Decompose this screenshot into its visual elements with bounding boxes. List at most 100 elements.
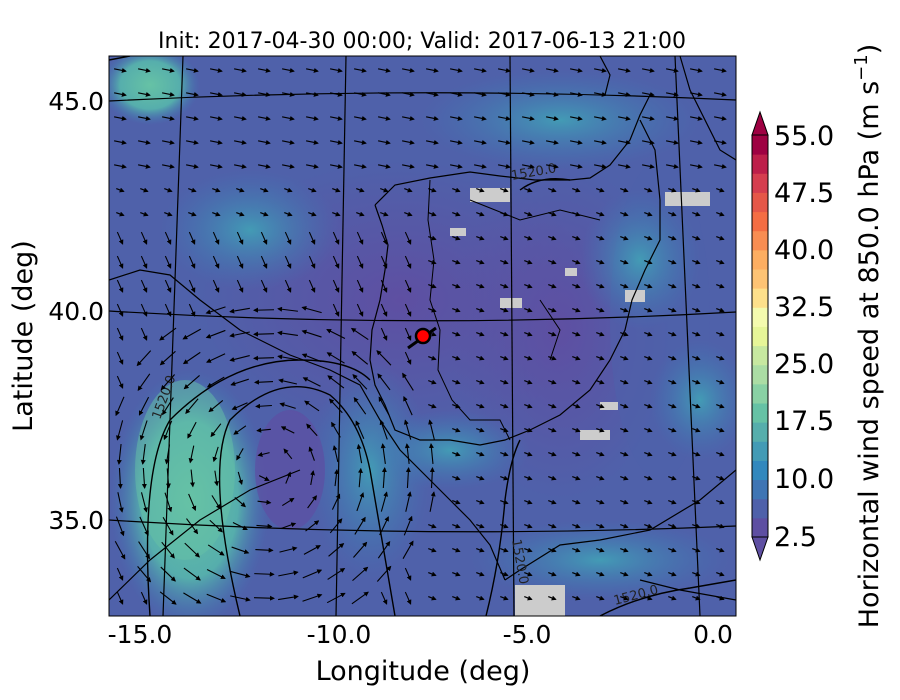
wind-vector xyxy=(644,523,653,529)
wind-vector xyxy=(572,451,581,457)
wind-vector xyxy=(596,379,605,385)
wind-vector xyxy=(140,187,149,193)
wind-vector xyxy=(305,520,320,532)
wind-vector xyxy=(206,569,226,579)
colorbar-tick-label: 47.5 xyxy=(774,178,834,209)
wind-vector xyxy=(668,283,677,289)
y-tick-label: 45.0 xyxy=(48,87,104,116)
wind-vector xyxy=(116,279,124,293)
wind-vector xyxy=(308,446,315,461)
wind-vector xyxy=(354,115,367,121)
wind-vector xyxy=(548,595,557,601)
x-tick-label: -15.0 xyxy=(108,620,173,649)
wind-vector xyxy=(668,571,677,577)
wind-vector xyxy=(138,91,151,97)
wind-vector xyxy=(500,547,509,553)
wind-vector xyxy=(620,355,629,361)
wind-vector xyxy=(402,540,414,559)
wind-vector xyxy=(692,499,701,505)
wind-vector xyxy=(596,211,605,217)
wind-vector xyxy=(380,327,388,341)
wind-vector xyxy=(428,419,435,440)
wind-vector xyxy=(114,115,127,121)
wind-vector xyxy=(330,67,343,73)
wind-vector xyxy=(304,400,320,412)
wind-vector xyxy=(332,231,340,245)
wind-vector xyxy=(500,523,509,529)
wind-vector xyxy=(546,163,559,169)
wind-vector xyxy=(548,283,557,289)
wind-vector xyxy=(140,492,148,513)
wind-vector xyxy=(114,540,126,560)
wind-vector xyxy=(308,187,317,193)
wind-vector xyxy=(278,378,297,385)
wind-vector xyxy=(500,307,509,313)
wind-vector xyxy=(668,355,677,361)
wind-vector xyxy=(212,211,221,217)
wind-vector xyxy=(379,419,388,440)
wind-vector xyxy=(692,595,701,601)
wind-vector xyxy=(209,519,223,533)
wind-vector xyxy=(716,403,725,409)
wind-vector xyxy=(237,471,244,486)
wind-vector xyxy=(404,255,412,269)
wind-vector xyxy=(572,523,581,529)
wind-vector xyxy=(355,420,365,439)
wind-vector xyxy=(284,231,292,245)
wind-vector xyxy=(162,397,174,416)
wind-vector xyxy=(572,547,581,553)
wind-vector xyxy=(404,211,413,217)
wind-vector xyxy=(572,403,581,409)
wind-vector xyxy=(596,259,605,265)
wind-vector xyxy=(138,541,150,560)
wind-vector xyxy=(186,518,199,535)
wind-vector xyxy=(186,139,199,145)
wind-vector xyxy=(428,235,437,241)
wind-vector xyxy=(572,595,581,601)
wind-vector xyxy=(620,211,629,217)
wind-vector xyxy=(500,235,509,241)
wind-vector xyxy=(404,567,412,581)
wind-vector xyxy=(256,523,273,529)
wind-vector xyxy=(329,518,343,534)
wind-vector xyxy=(116,420,124,441)
wind-vector xyxy=(716,379,725,385)
wind-vector xyxy=(351,351,369,365)
wind-vector xyxy=(162,139,175,145)
wind-vector xyxy=(572,307,581,313)
wind-vector xyxy=(692,571,701,577)
wind-vector xyxy=(283,448,293,460)
wind-vector xyxy=(570,67,583,73)
wind-vector xyxy=(570,91,583,97)
wind-vector xyxy=(301,305,322,314)
wind-vector xyxy=(205,329,226,339)
wind-vector xyxy=(234,139,247,145)
wind-vector xyxy=(426,91,439,97)
wind-vector xyxy=(404,187,413,193)
wind-vector xyxy=(330,115,343,121)
wind-vector xyxy=(162,91,175,97)
wind-vector xyxy=(572,283,581,289)
wind-vector xyxy=(452,211,461,217)
colorbar-band xyxy=(752,288,768,308)
wind-vector xyxy=(326,352,345,364)
wind-vector xyxy=(716,499,725,505)
wind-vector xyxy=(668,475,677,481)
wind-vector xyxy=(254,379,274,385)
wind-vector xyxy=(356,443,363,464)
wind-vector xyxy=(236,448,244,461)
wind-vector xyxy=(378,396,390,416)
wind-vector xyxy=(596,475,605,481)
wind-vector xyxy=(116,231,124,245)
wind-vector xyxy=(236,187,245,193)
wind-vector xyxy=(524,523,533,529)
wind-vector xyxy=(548,259,557,265)
wind-vector xyxy=(282,67,295,73)
x-axis-label: Longitude (deg) xyxy=(316,656,531,687)
wind-vector xyxy=(258,139,271,145)
wind-vector xyxy=(452,595,461,601)
wind-vector xyxy=(452,355,461,361)
wind-vector xyxy=(378,163,391,169)
wind-vector xyxy=(140,211,149,217)
wind-vector xyxy=(255,403,272,409)
